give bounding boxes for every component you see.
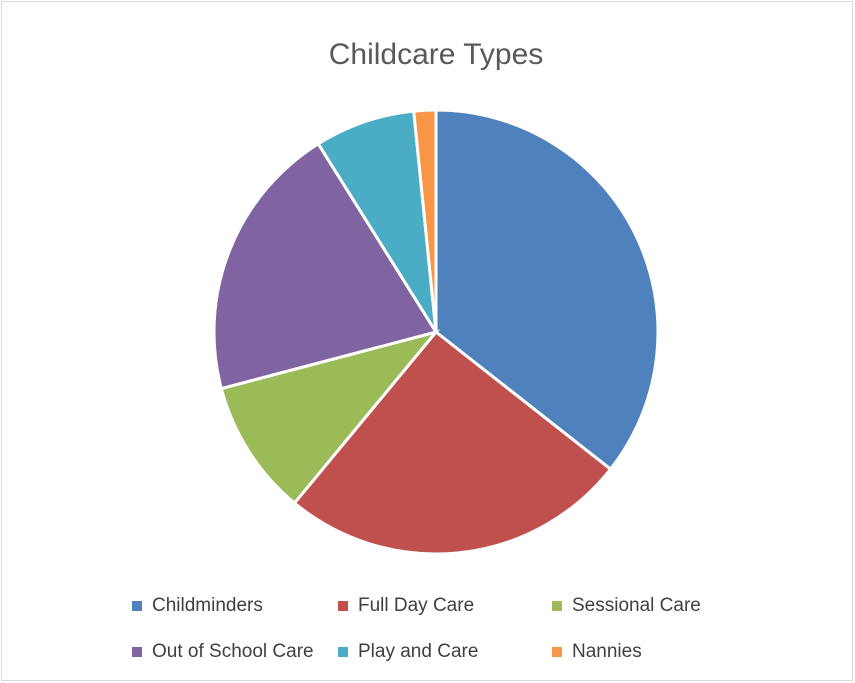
legend-swatch: [132, 647, 142, 657]
pie-slice: [412, 108, 438, 333]
legend-swatch: [552, 647, 562, 657]
legend-label: Out of School Care: [152, 641, 314, 662]
pie-slice: [292, 329, 613, 556]
legend-swatch: [338, 647, 348, 657]
legend-label: Childminders: [152, 595, 263, 616]
legend-label: Full Day Care: [358, 595, 474, 616]
legend-label: Nannies: [572, 641, 642, 662]
legend-swatch: [132, 601, 142, 611]
legend-swatch: [338, 601, 348, 611]
pie-slice: [434, 108, 660, 472]
pie-slice: [212, 141, 439, 391]
pie-slice: [316, 109, 438, 333]
legend-label: Sessional Care: [572, 595, 701, 616]
chart-title: Childcare Types: [329, 38, 544, 71]
legend-label: Play and Care: [358, 641, 478, 662]
legend-swatch: [552, 601, 562, 611]
